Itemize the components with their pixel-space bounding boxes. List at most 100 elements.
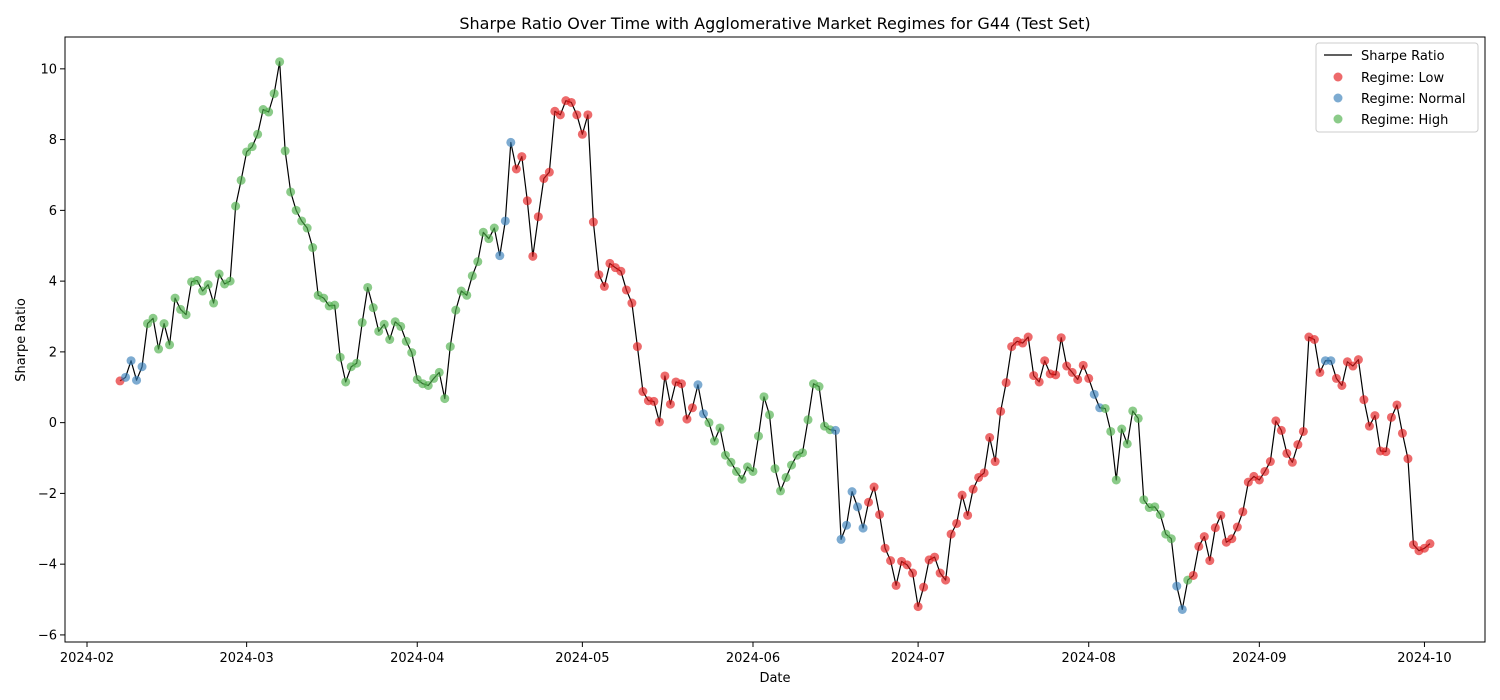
data-point-low xyxy=(599,281,609,291)
data-point-high xyxy=(1166,534,1176,544)
data-point-high xyxy=(748,466,758,476)
data-point-high xyxy=(1128,406,1138,416)
data-point-high xyxy=(319,293,329,303)
data-point-high xyxy=(357,318,367,328)
data-point-low xyxy=(1194,541,1204,551)
data-point-high xyxy=(1139,495,1149,505)
data-point-normal xyxy=(1089,389,1099,399)
data-point-low xyxy=(1018,338,1028,348)
data-point-low xyxy=(1062,361,1072,371)
y-tick-label: 10 xyxy=(40,62,57,77)
data-point-low xyxy=(649,396,659,406)
data-point-low xyxy=(996,406,1006,416)
data-point-low xyxy=(875,510,885,520)
data-point-low xyxy=(1359,395,1369,405)
data-point-low xyxy=(891,580,901,590)
y-axis-label: Sharpe Ratio xyxy=(14,298,29,382)
data-point-low xyxy=(1067,367,1077,377)
data-point-low xyxy=(654,417,664,427)
legend-entry-regime-low: Regime: Low xyxy=(1361,71,1444,86)
data-point-low xyxy=(1397,428,1407,438)
data-point-low xyxy=(1337,380,1347,390)
data-point-low xyxy=(957,490,967,500)
legend-entry-regime-normal: Regime: Normal xyxy=(1361,92,1466,107)
data-point-high xyxy=(374,326,384,336)
y-tick-label: 2 xyxy=(49,345,57,360)
data-point-low xyxy=(676,379,686,389)
data-point-low xyxy=(1298,426,1308,436)
data-point-normal xyxy=(121,372,131,382)
data-point-normal xyxy=(847,487,857,497)
data-point-low xyxy=(627,298,637,308)
data-point-high xyxy=(269,89,279,99)
data-point-low xyxy=(1271,416,1281,426)
data-point-low xyxy=(935,568,945,578)
data-point-normal xyxy=(1172,581,1182,591)
data-point-high xyxy=(203,280,213,290)
y-tick-label: −4 xyxy=(38,558,57,573)
data-point-high xyxy=(814,382,824,392)
data-point-low xyxy=(1188,570,1198,580)
data-point-low xyxy=(1227,534,1237,544)
data-point-high xyxy=(440,394,450,404)
data-point-low xyxy=(1381,447,1391,457)
data-point-low xyxy=(880,543,890,553)
legend: Sharpe Ratio Regime: Low Regime: Normal … xyxy=(1315,42,1479,133)
data-point-low xyxy=(1232,522,1242,532)
data-point-high xyxy=(225,276,235,286)
data-point-low xyxy=(1425,539,1435,549)
data-point-normal xyxy=(693,380,703,390)
data-point-low xyxy=(1238,507,1248,517)
data-point-normal xyxy=(500,216,510,226)
data-point-low xyxy=(660,371,670,381)
data-point-low xyxy=(1056,333,1066,343)
data-point-low xyxy=(572,110,582,120)
data-point-high xyxy=(803,415,813,425)
data-point-low xyxy=(517,152,527,162)
data-point-high xyxy=(148,313,158,323)
x-tick-label: 2024-10 xyxy=(1397,651,1451,666)
data-point-high xyxy=(275,57,285,67)
data-point-low xyxy=(638,387,648,397)
data-point-high xyxy=(1155,510,1165,520)
y-tick-label: −6 xyxy=(38,628,57,643)
data-point-low xyxy=(539,174,549,184)
data-point-low xyxy=(1084,373,1094,383)
data-point-low xyxy=(946,529,956,539)
data-point-normal xyxy=(1177,604,1187,614)
data-point-high xyxy=(401,336,411,346)
data-point-high xyxy=(291,205,301,215)
data-point-low xyxy=(985,433,995,442)
data-point-normal xyxy=(858,523,868,533)
data-point-low xyxy=(533,212,543,222)
data-point-low xyxy=(869,482,879,492)
data-point-high xyxy=(330,300,340,310)
data-point-high xyxy=(787,460,797,470)
data-point-low xyxy=(1276,425,1286,435)
data-point-high xyxy=(253,129,263,139)
data-point-high xyxy=(231,201,241,211)
data-point-low xyxy=(941,575,951,585)
data-point-high xyxy=(484,234,494,244)
data-point-low xyxy=(616,266,626,276)
legend-marker-low xyxy=(1333,72,1343,82)
data-point-high xyxy=(434,367,444,377)
data-point-low xyxy=(1348,361,1358,371)
data-point-low xyxy=(1403,454,1413,464)
data-point-high xyxy=(385,335,395,344)
data-point-high xyxy=(478,227,488,237)
data-point-low xyxy=(594,270,604,280)
y-tick-label: −2 xyxy=(38,487,57,502)
data-point-low xyxy=(1282,448,1292,458)
data-point-high xyxy=(154,344,164,354)
data-point-low xyxy=(687,403,697,413)
data-point-high xyxy=(1133,413,1143,423)
plot-area xyxy=(115,57,1435,614)
data-point-low xyxy=(665,399,675,409)
data-point-high xyxy=(1150,502,1160,512)
data-point-low xyxy=(952,518,962,528)
y-tick-label: 4 xyxy=(49,275,57,290)
data-point-high xyxy=(264,107,274,117)
data-point-low xyxy=(544,167,554,177)
legend-box xyxy=(1315,42,1479,133)
